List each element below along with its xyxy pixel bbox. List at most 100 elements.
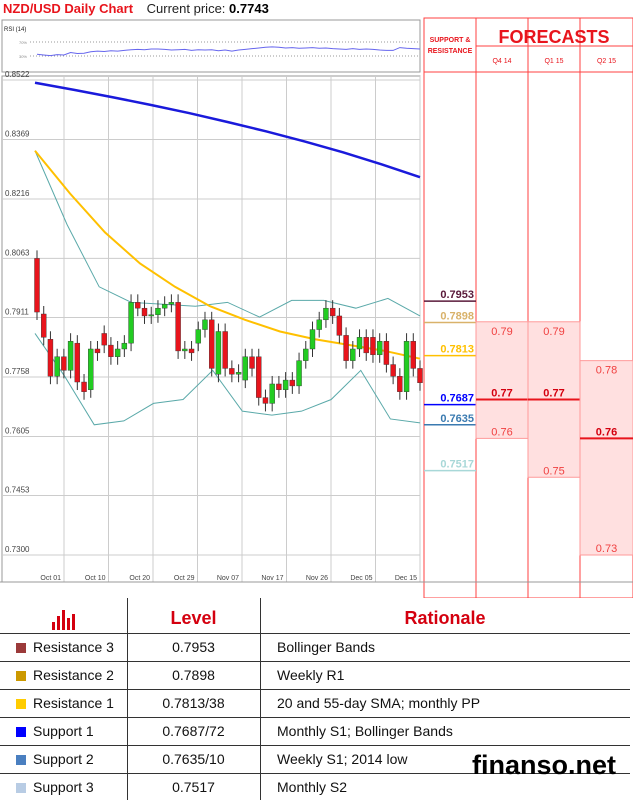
y-tick-label: 0.7605: [5, 426, 30, 435]
quarter-label: Q4 14: [492, 58, 511, 65]
candle-body: [135, 302, 141, 309]
candle-body: [74, 342, 81, 383]
candle-body: [390, 364, 396, 377]
candle-body: [67, 341, 74, 371]
sma-55-line: [34, 150, 421, 360]
level-name: Support 1: [33, 723, 94, 739]
candle-body: [289, 379, 296, 387]
level-value: 0.7687/72: [162, 723, 225, 739]
candle-body: [222, 331, 228, 369]
level-rationale: Monthly S2: [277, 779, 348, 795]
table-row: Support 1 0.7687/72 Monthly S1; Bollinge…: [0, 717, 630, 745]
x-tick-label: Nov 26: [306, 575, 328, 582]
candle-body: [242, 356, 248, 381]
rsi-level-label: 70%: [19, 40, 27, 45]
forecast-high: 0.79: [543, 326, 564, 338]
sr-level-value: 0.7635: [440, 413, 474, 425]
level-name: Support 3: [33, 779, 94, 795]
level-value: 0.7635/10: [162, 751, 225, 767]
level-header: Level: [170, 608, 217, 628]
sr-header: SUPPORT &: [430, 37, 471, 44]
candle-body: [81, 381, 87, 392]
candle-body: [363, 337, 369, 354]
y-tick-label: 0.7453: [5, 486, 30, 495]
watermark: finanso.net: [472, 750, 617, 780]
candle-body: [155, 307, 161, 315]
candle-body: [316, 319, 322, 330]
candle-body: [410, 341, 416, 369]
candle-body: [343, 335, 349, 361]
candle-body: [303, 348, 309, 361]
candle-body: [269, 383, 275, 404]
candle-body: [168, 302, 175, 305]
candle-body: [370, 337, 376, 356]
candle-body: [108, 344, 114, 357]
candle-body: [195, 329, 201, 344]
color-swatch: [16, 783, 26, 793]
candle-body: [94, 348, 101, 354]
x-tick-label: Oct 10: [85, 575, 106, 582]
candle-body: [376, 341, 383, 356]
forecast-low: 0.76: [491, 426, 512, 438]
candle-body: [276, 383, 282, 390]
rsi-line: [36, 46, 421, 57]
level-name: Support 2: [33, 751, 94, 767]
chart-title: NZD/USD Daily Chart Current price: 0.774…: [3, 1, 269, 16]
candle-body: [54, 356, 60, 377]
candle-body: [182, 348, 188, 352]
x-tick-label: Oct 01: [40, 575, 61, 582]
candle-body: [175, 302, 181, 352]
candle-body: [309, 329, 316, 350]
candle-body: [323, 307, 329, 321]
color-swatch: [16, 755, 26, 765]
x-tick-label: Dec 15: [395, 575, 417, 582]
forecast-median: 0.76: [596, 426, 617, 438]
rsi-label: RSI (14): [4, 27, 26, 33]
candle-body: [249, 356, 255, 369]
level-value: 0.7953: [172, 639, 215, 655]
forecast-low: 0.73: [596, 543, 617, 555]
sr-level-value: 0.7813: [440, 344, 474, 356]
x-tick-label: Nov 17: [261, 575, 283, 582]
sr-level-value: 0.7953: [440, 289, 474, 301]
candle-body: [114, 348, 121, 357]
x-tick-label: Dec 05: [350, 575, 372, 582]
bar-chart-icon: [0, 598, 127, 633]
quarter-label: Q2 15: [597, 58, 616, 65]
candle-body: [128, 302, 134, 344]
level-rationale: 20 and 55-day SMA; monthly PP: [277, 695, 481, 711]
sr-header: RESISTANCE: [428, 48, 473, 55]
level-rationale: Monthly S1; Bollinger Bands: [277, 723, 453, 739]
candle-body: [41, 313, 47, 338]
forecast-median: 0.77: [543, 388, 564, 400]
x-tick-label: Oct 20: [129, 575, 150, 582]
column-divider: [260, 598, 261, 800]
color-swatch: [16, 671, 26, 681]
forecast-range-box: [475, 321, 529, 439]
candle-body: [148, 314, 154, 317]
y-tick-label: 0.7911: [5, 308, 29, 317]
candle-body: [215, 331, 222, 375]
candle-body: [141, 307, 148, 317]
candle-body: [336, 315, 343, 336]
x-tick-label: Oct 29: [174, 575, 195, 582]
candle-body: [296, 360, 302, 387]
forecast-high: 0.79: [491, 326, 512, 338]
candle-body: [88, 348, 94, 390]
candle-body: [329, 307, 336, 317]
x-tick-label: Nov 07: [217, 575, 239, 582]
rationale-header: Rationale: [404, 608, 486, 628]
table-row: Resistance 2 0.7898 Weekly R1: [0, 661, 630, 689]
forecast-median: 0.77: [491, 388, 512, 400]
current-price-label: Current price:: [146, 1, 226, 16]
y-tick-label: 0.8369: [5, 129, 30, 138]
bollinger-lower-line: [34, 333, 421, 426]
bollinger-upper-line: [34, 150, 421, 318]
candle-body: [188, 348, 195, 354]
candle-body: [350, 348, 356, 361]
candle-body: [229, 368, 235, 375]
candle-body: [383, 341, 390, 365]
candle-body: [209, 319, 215, 369]
y-tick-label: 0.8216: [5, 189, 30, 198]
candle-body: [34, 258, 40, 313]
